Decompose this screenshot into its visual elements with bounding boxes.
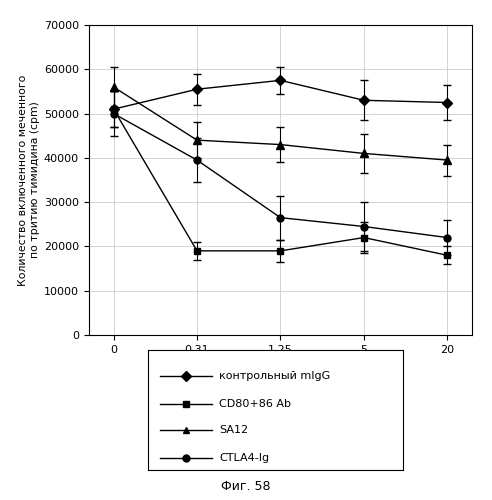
Text: Фиг. 58: Фиг. 58: [221, 480, 271, 492]
Text: SA12: SA12: [219, 426, 248, 436]
Y-axis label: Количество включенного меченного
по тритию тимидина (cpm): Количество включенного меченного по трит…: [18, 74, 39, 286]
X-axis label: Концентрация антитела (мкг/мл): Концентрация антитела (мкг/мл): [176, 360, 385, 374]
Text: контрольный mIgG: контрольный mIgG: [219, 372, 331, 382]
Text: CD80+86 Ab: CD80+86 Ab: [219, 399, 291, 409]
Text: CTLA4-Ig: CTLA4-Ig: [219, 453, 269, 463]
